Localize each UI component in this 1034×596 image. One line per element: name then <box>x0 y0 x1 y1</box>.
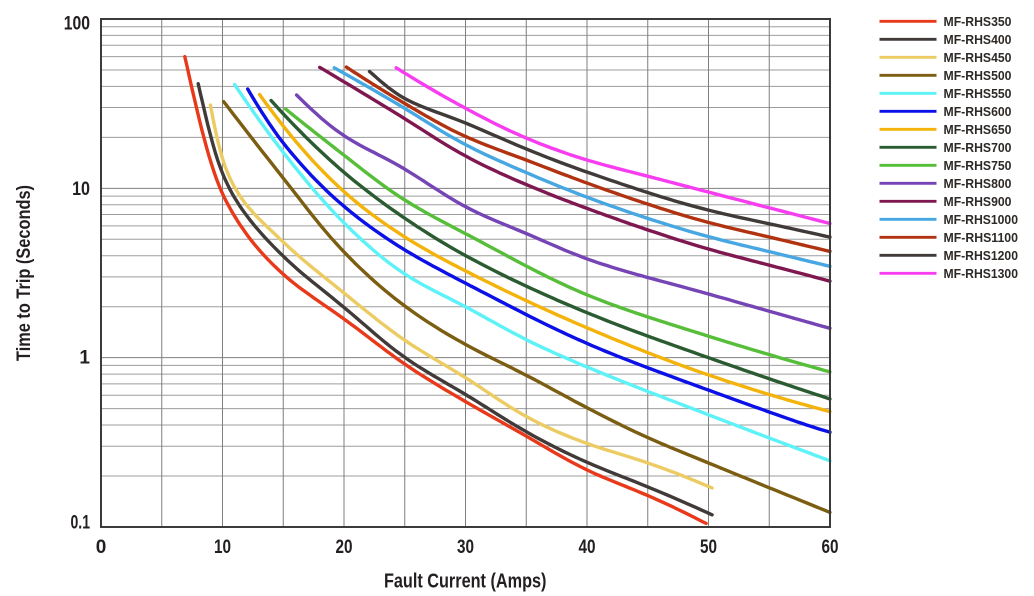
svg-text:0: 0 <box>96 537 107 558</box>
svg-text:MF-RHS700: MF-RHS700 <box>944 140 1012 155</box>
svg-text:100: 100 <box>64 13 90 34</box>
svg-text:MF-RHS550: MF-RHS550 <box>944 86 1012 101</box>
svg-text:MF-RHS1200: MF-RHS1200 <box>944 248 1019 263</box>
svg-text:MF-RHS1300: MF-RHS1300 <box>944 266 1019 281</box>
svg-text:MF-RHS500: MF-RHS500 <box>944 68 1012 83</box>
svg-text:MF-RHS450: MF-RHS450 <box>944 50 1012 65</box>
svg-text:Fault Current (Amps): Fault Current (Amps) <box>384 571 547 593</box>
svg-text:20: 20 <box>336 537 353 558</box>
svg-text:40: 40 <box>579 537 596 558</box>
svg-text:MF-RHS600: MF-RHS600 <box>944 104 1012 119</box>
svg-text:MF-RHS350: MF-RHS350 <box>944 14 1012 29</box>
svg-text:1: 1 <box>79 348 90 369</box>
svg-text:MF-RHS900: MF-RHS900 <box>944 194 1012 209</box>
svg-text:0.1: 0.1 <box>71 512 91 533</box>
svg-text:60: 60 <box>822 537 839 558</box>
svg-text:MF-RHS650: MF-RHS650 <box>944 122 1012 137</box>
svg-text:MF-RHS400: MF-RHS400 <box>944 32 1012 47</box>
svg-text:MF-RHS750: MF-RHS750 <box>944 158 1012 173</box>
svg-text:MF-RHS1100: MF-RHS1100 <box>944 230 1019 245</box>
svg-text:Time to Trip (Seconds): Time to Trip (Seconds) <box>14 185 35 361</box>
svg-text:MF-RHS1000: MF-RHS1000 <box>944 212 1019 227</box>
svg-text:10: 10 <box>214 537 231 558</box>
svg-text:50: 50 <box>700 537 717 558</box>
svg-text:10: 10 <box>72 179 90 200</box>
svg-text:30: 30 <box>457 537 474 558</box>
svg-text:MF-RHS800: MF-RHS800 <box>944 176 1012 191</box>
